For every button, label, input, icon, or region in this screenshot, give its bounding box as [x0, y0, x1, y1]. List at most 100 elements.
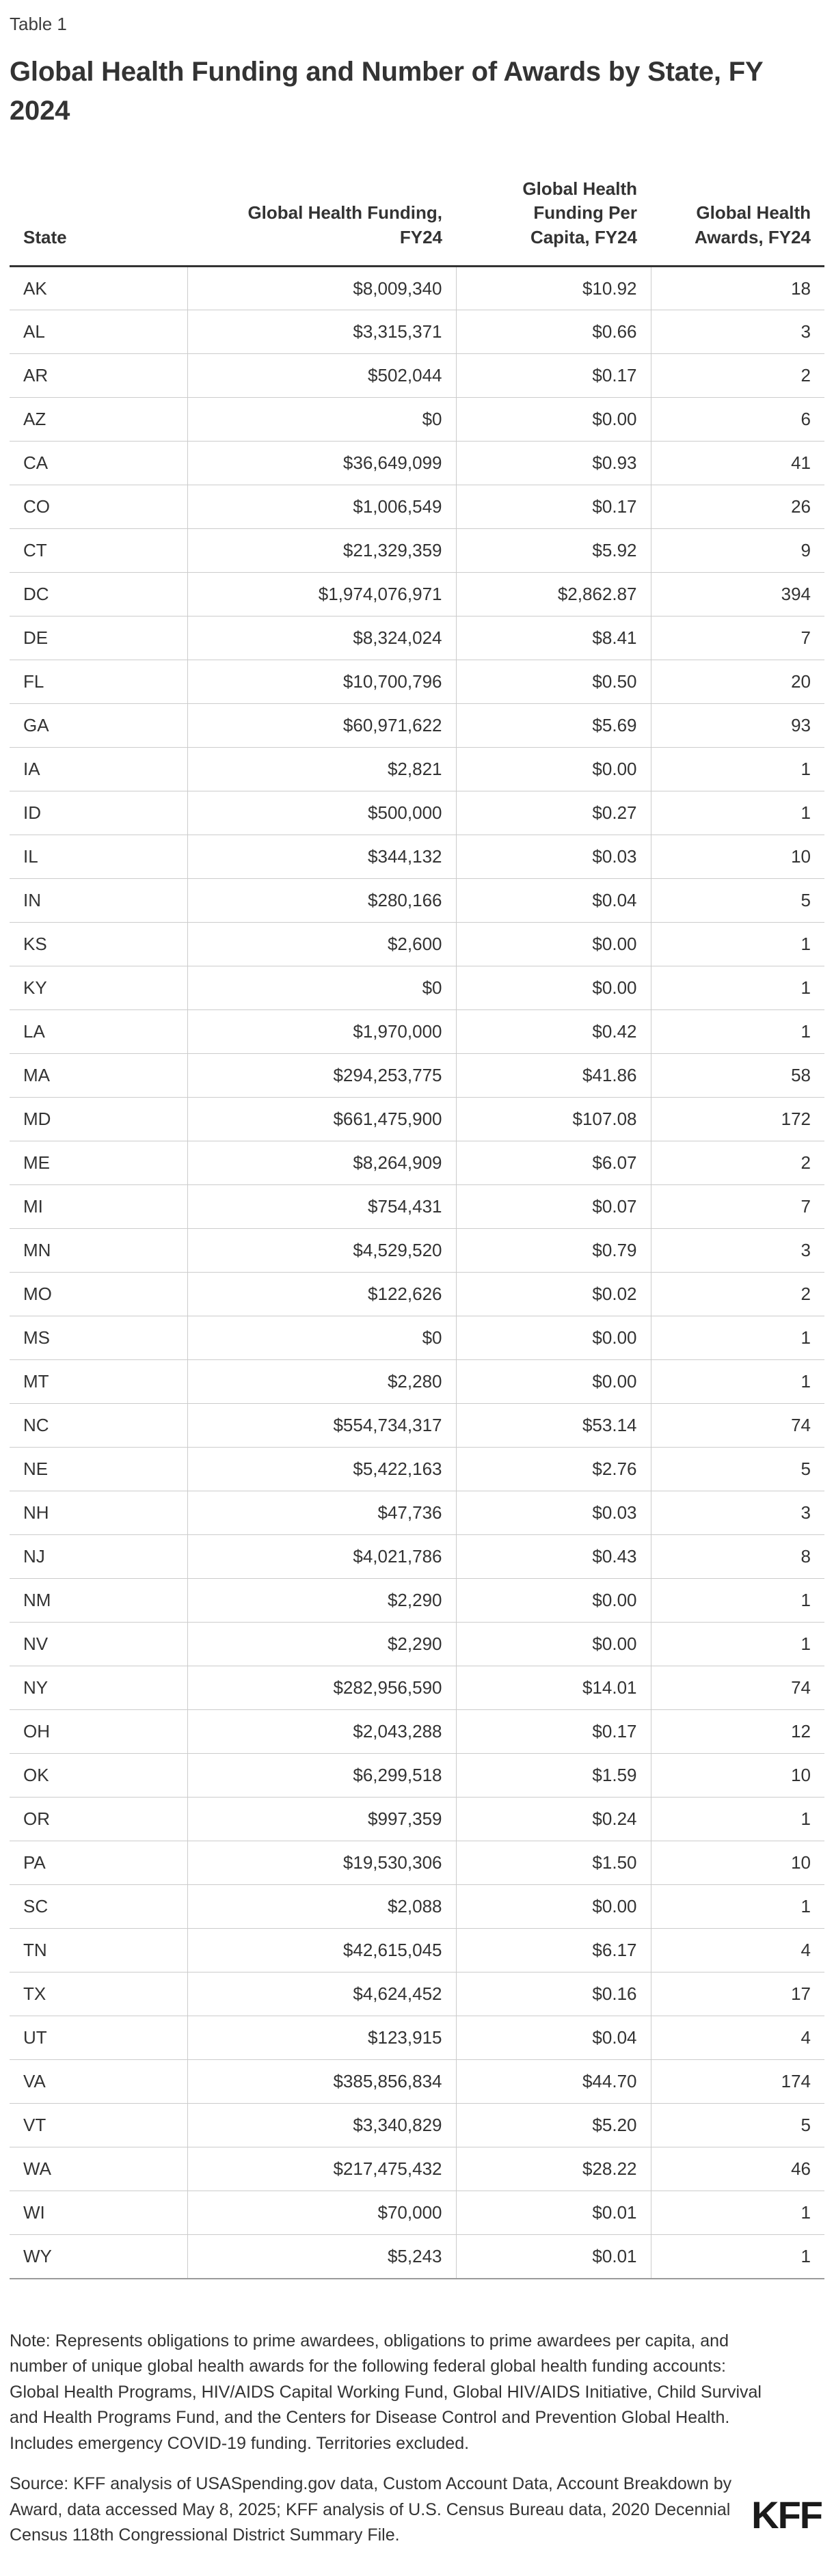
cell-awards: 74	[650, 1666, 824, 1710]
cell-per-capita: $0.00	[455, 1578, 651, 1623]
cell-state: DC	[10, 572, 187, 616]
table-row: NH $47,736 $0.03 3	[10, 1491, 824, 1535]
cell-state: UT	[10, 2016, 187, 2060]
cell-per-capita: $14.01	[455, 1666, 651, 1710]
table-row: WY $5,243 $0.01 1	[10, 2234, 824, 2279]
table-row: VT $3,340,829 $5.20 5	[10, 2103, 824, 2147]
table-row: AK $8,009,340 $10.92 18	[10, 266, 824, 310]
table-row: IL $344,132 $0.03 10	[10, 835, 824, 879]
cell-funding: $5,422,163	[187, 1447, 456, 1491]
cell-funding: $385,856,834	[187, 2059, 456, 2104]
table-row: OH $2,043,288 $0.17 12	[10, 1709, 824, 1754]
source-text: Source: KFF analysis of USASpending.gov …	[10, 2474, 732, 2545]
cell-awards: 1	[650, 791, 824, 835]
cell-awards: 3	[650, 1491, 824, 1535]
table-row: DC $1,974,076,971 $2,862.87 394	[10, 572, 824, 616]
cell-funding: $280,166	[187, 878, 456, 923]
cell-per-capita: $0.42	[455, 1009, 651, 1054]
funding-table: State Global Health Funding, FY24 Global…	[10, 170, 824, 2279]
cell-per-capita: $0.03	[455, 1491, 651, 1535]
table-row: PA $19,530,306 $1.50 10	[10, 1841, 824, 1885]
cell-per-capita: $0.24	[455, 1797, 651, 1841]
table-row: KY $0 $0.00 1	[10, 966, 824, 1010]
cell-state: DE	[10, 616, 187, 660]
cell-funding: $21,329,359	[187, 528, 456, 573]
cell-awards: 46	[650, 2147, 824, 2191]
column-header-per-capita: Global Health Funding Per Capita, FY24	[456, 170, 651, 268]
cell-state: CA	[10, 441, 187, 485]
column-header-funding: Global Health Funding, FY24	[187, 170, 456, 268]
cell-awards: 10	[650, 1841, 824, 1885]
cell-state: IL	[10, 835, 187, 879]
cell-state: IA	[10, 747, 187, 791]
cell-per-capita: $0.04	[455, 2016, 651, 2060]
cell-per-capita: $0.01	[455, 2234, 651, 2279]
cell-per-capita: $1.50	[455, 1841, 651, 1885]
table-row: TX $4,624,452 $0.16 17	[10, 1972, 824, 2016]
cell-state: FL	[10, 660, 187, 704]
cell-per-capita: $53.14	[455, 1403, 651, 1448]
cell-state: NJ	[10, 1534, 187, 1579]
cell-per-capita: $5.92	[455, 528, 651, 573]
cell-state: ID	[10, 791, 187, 835]
table-row: NV $2,290 $0.00 1	[10, 1622, 824, 1666]
table-row: GA $60,971,622 $5.69 93	[10, 703, 824, 748]
cell-state: MS	[10, 1316, 187, 1360]
cell-awards: 5	[650, 878, 824, 923]
cell-awards: 18	[650, 266, 824, 310]
cell-awards: 394	[650, 572, 824, 616]
cell-awards: 1	[650, 2234, 824, 2279]
cell-per-capita: $0.16	[455, 1972, 651, 2016]
cell-awards: 7	[650, 1184, 824, 1229]
table-row: WA $217,475,432 $28.22 46	[10, 2147, 824, 2191]
cell-state: AR	[10, 353, 187, 398]
cell-per-capita: $6.07	[455, 1141, 651, 1185]
note-text: Note: Represents obligations to prime aw…	[10, 2331, 762, 2453]
cell-funding: $2,290	[187, 1622, 456, 1666]
cell-funding: $6,299,518	[187, 1753, 456, 1798]
cell-state: MT	[10, 1359, 187, 1404]
cell-per-capita: $0.27	[455, 791, 651, 835]
cell-funding: $5,243	[187, 2234, 456, 2279]
table-row: OK $6,299,518 $1.59 10	[10, 1753, 824, 1798]
cell-funding: $754,431	[187, 1184, 456, 1229]
table-row: MI $754,431 $0.07 7	[10, 1184, 824, 1229]
cell-per-capita: $0.66	[455, 310, 651, 354]
cell-funding: $0	[187, 966, 456, 1010]
cell-state: LA	[10, 1009, 187, 1054]
cell-state: IN	[10, 878, 187, 923]
cell-state: GA	[10, 703, 187, 748]
cell-funding: $0	[187, 397, 456, 442]
cell-awards: 20	[650, 660, 824, 704]
cell-awards: 1	[650, 747, 824, 791]
cell-awards: 5	[650, 1447, 824, 1491]
table-row: CA $36,649,099 $0.93 41	[10, 441, 824, 485]
table-header: State Global Health Funding, FY24 Global…	[10, 170, 824, 268]
cell-awards: 6	[650, 397, 824, 442]
cell-funding: $2,290	[187, 1578, 456, 1623]
header-row: State Global Health Funding, FY24 Global…	[10, 170, 824, 268]
cell-state: MN	[10, 1228, 187, 1273]
cell-funding: $1,970,000	[187, 1009, 456, 1054]
cell-per-capita: $0.00	[455, 1884, 651, 1929]
cell-awards: 2	[650, 353, 824, 398]
table-row: VA $385,856,834 $44.70 174	[10, 2059, 824, 2104]
cell-awards: 1	[650, 1359, 824, 1404]
cell-per-capita: $0.17	[455, 485, 651, 529]
cell-funding: $36,649,099	[187, 441, 456, 485]
table-body: AK $8,009,340 $10.92 18 AL $3,315,371 $0…	[10, 266, 824, 2279]
cell-awards: 26	[650, 485, 824, 529]
cell-funding: $554,734,317	[187, 1403, 456, 1448]
table-row: MA $294,253,775 $41.86 58	[10, 1053, 824, 1098]
cell-per-capita: $0.01	[455, 2191, 651, 2235]
cell-funding: $282,956,590	[187, 1666, 456, 1710]
cell-per-capita: $0.00	[455, 397, 651, 442]
cell-awards: 1	[650, 1316, 824, 1360]
table-row: WI $70,000 $0.01 1	[10, 2191, 824, 2235]
cell-per-capita: $0.50	[455, 660, 651, 704]
cell-per-capita: $0.00	[455, 1316, 651, 1360]
cell-awards: 172	[650, 1097, 824, 1141]
cell-per-capita: $10.92	[455, 266, 651, 310]
cell-per-capita: $2,862.87	[455, 572, 651, 616]
table-row: ID $500,000 $0.27 1	[10, 791, 824, 835]
